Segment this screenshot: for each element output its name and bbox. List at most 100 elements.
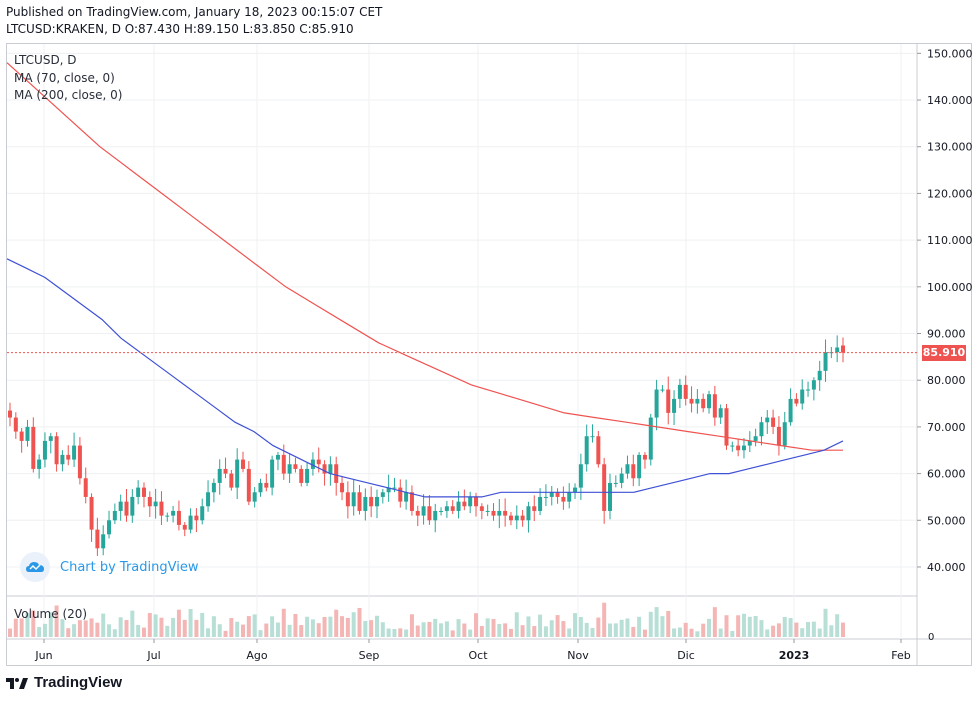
candle-body	[118, 501, 123, 511]
volume-bar	[607, 623, 612, 637]
volume-bar	[555, 615, 560, 637]
candle-body	[182, 524, 187, 530]
candle-body	[526, 506, 531, 521]
candle-body	[648, 417, 653, 460]
chart-frame[interactable]	[6, 43, 972, 666]
candle-body	[374, 496, 379, 507]
volume-bar	[153, 614, 158, 637]
volume-bar	[223, 630, 228, 637]
volume-bar	[328, 616, 333, 637]
candle-body	[275, 454, 280, 460]
y-tick-label: 90.000	[927, 328, 966, 341]
candle-body	[724, 408, 729, 446]
volume-bar	[526, 616, 531, 637]
volume-bar	[258, 630, 263, 637]
volume-bar	[602, 602, 607, 637]
volume-bar	[538, 614, 543, 637]
candle-body	[176, 510, 181, 525]
candle-body	[718, 408, 723, 418]
volume-bar	[305, 616, 310, 637]
volume-bar	[485, 618, 490, 637]
volume-bar	[800, 628, 805, 637]
candle-body	[293, 464, 298, 469]
candle-body	[241, 459, 246, 469]
volume-bar	[404, 629, 409, 637]
candle-body	[584, 436, 589, 465]
y-tick-label: 120.000	[927, 187, 973, 200]
volume-bar	[753, 615, 758, 637]
candle-body	[520, 515, 525, 521]
ma70-line	[6, 258, 844, 498]
candle-body	[95, 529, 100, 549]
candle-body	[631, 464, 636, 479]
candle-body	[147, 496, 152, 507]
candle-body	[281, 454, 286, 474]
volume-bar	[141, 627, 146, 637]
volume-bar	[48, 612, 53, 637]
volume-bar	[287, 624, 292, 637]
candle-body	[287, 464, 292, 474]
candle-body	[660, 389, 665, 391]
x-tick-label: Dic	[677, 649, 695, 662]
candle-body	[200, 506, 205, 521]
candle-body	[229, 473, 234, 488]
footer-brand[interactable]: TradingView	[6, 674, 122, 691]
tradingview-watermark[interactable]: Chart by TradingView	[20, 552, 198, 582]
candle-body	[340, 482, 345, 493]
volume-bar	[613, 623, 618, 637]
volume-bar	[683, 622, 688, 637]
y-tick-label: 110.000	[927, 234, 973, 247]
candle-body	[462, 501, 467, 507]
volume-bar	[695, 631, 700, 637]
legend-symbol: LTCUSD, D	[14, 53, 77, 67]
x-tick-label: 2023	[779, 649, 810, 662]
volume-bar	[660, 616, 665, 637]
candle-body	[555, 492, 560, 497]
candle-body	[415, 510, 420, 516]
volume-bar	[631, 626, 636, 637]
candle-body	[578, 464, 583, 488]
tradingview-logo-icon	[6, 677, 28, 689]
candle-body	[596, 436, 601, 465]
candle-body	[316, 459, 321, 465]
volume-bar	[427, 621, 432, 637]
volume-bar	[345, 617, 350, 637]
legend-ma70: MA (70, close, 0)	[14, 71, 115, 85]
candle-body	[666, 389, 671, 413]
candle-body	[206, 492, 211, 507]
legend-ma200: MA (200, close, 0)	[14, 88, 123, 102]
volume-bar	[584, 622, 589, 637]
volume-bar	[340, 616, 345, 637]
candle-body	[771, 417, 776, 427]
candle-body	[503, 510, 508, 516]
volume-bar	[503, 623, 508, 637]
candle-body	[89, 496, 94, 530]
candle-body	[107, 520, 112, 535]
volume-bar	[468, 629, 473, 637]
candle-body	[765, 417, 770, 423]
candle-body	[153, 501, 158, 507]
candle-body	[590, 436, 595, 438]
volume-bar	[724, 615, 729, 637]
candle-body	[223, 468, 228, 474]
candle-body	[386, 487, 391, 493]
volume-bar	[433, 618, 438, 637]
candle-body	[421, 506, 426, 516]
symbol-ohlc-line: LTCUSD:KRAKEN, D O:87.430 H:89.150 L:83.…	[6, 22, 354, 36]
candle-body	[712, 394, 717, 418]
x-tick-label: Jun	[34, 649, 52, 662]
candle-body	[753, 436, 758, 441]
candle-body	[404, 492, 409, 502]
y-tick-label: 50.000	[927, 514, 966, 527]
volume-bar	[439, 623, 444, 637]
volume-bar	[188, 608, 193, 637]
candle-body	[235, 459, 240, 488]
volume-bar	[701, 623, 706, 637]
volume-bar	[316, 623, 321, 637]
candle-body	[677, 384, 682, 399]
candle-body	[695, 398, 700, 404]
candle-body	[625, 464, 630, 474]
volume-bar	[625, 618, 630, 637]
candle-body	[299, 468, 304, 483]
